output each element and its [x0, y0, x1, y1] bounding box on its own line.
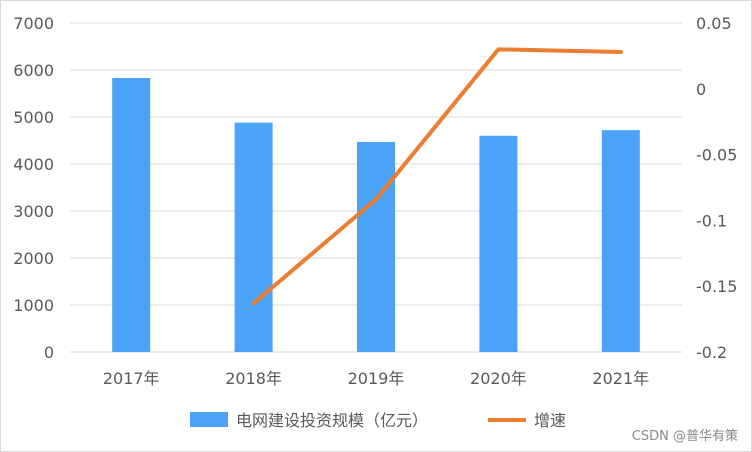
legend: 电网建设投资规模（亿元） 增速 [190, 411, 566, 430]
bar [357, 141, 395, 352]
bar [601, 130, 640, 352]
y-left-tick-label: 0 [44, 343, 54, 362]
bar [479, 135, 518, 352]
y-left-tick-label: 7000 [13, 14, 54, 33]
y-left-tick-label: 3000 [13, 202, 54, 221]
y-left-tick-label: 4000 [13, 155, 54, 174]
bar-series [112, 77, 640, 353]
y-left-tick-label: 2000 [13, 249, 54, 268]
y-left-tick-label: 1000 [13, 296, 54, 315]
right-axis-ticks: -0.2 -0.15 -0.1 -0.05 0 0.05 [696, 14, 737, 362]
line-series [251, 47, 623, 306]
x-tick-label: 2017年 [103, 369, 160, 388]
y-left-tick-label: 6000 [13, 61, 54, 80]
legend-line-label: 增速 [534, 411, 566, 430]
bar [234, 122, 273, 352]
y-right-tick-label: -0.05 [696, 146, 737, 165]
growth-line [251, 47, 623, 306]
left-axis-ticks: 0 1000 2000 3000 4000 5000 6000 7000 [13, 14, 54, 362]
y-right-tick-label: 0 [696, 80, 706, 99]
x-tick-label: 2021年 [592, 369, 649, 388]
x-tick-label: 2020年 [470, 369, 527, 388]
legend-bar-swatch [190, 412, 228, 427]
x-tick-label: 2018年 [225, 369, 282, 388]
y-right-tick-label: -0.2 [696, 343, 727, 362]
y-right-tick-label: -0.1 [696, 211, 727, 230]
y-right-tick-label: 0.05 [696, 14, 732, 33]
bar [112, 77, 151, 353]
x-tick-label: 2019年 [348, 369, 405, 388]
legend-bar-label: 电网建设投资规模（亿元） [236, 411, 428, 430]
y-right-tick-label: -0.15 [696, 277, 737, 296]
y-left-tick-label: 5000 [13, 108, 54, 127]
x-axis-ticks: 2017年 2018年 2019年 2020年 2021年 [103, 369, 649, 388]
watermark-text: CSDN @普华有策 [632, 428, 738, 444]
